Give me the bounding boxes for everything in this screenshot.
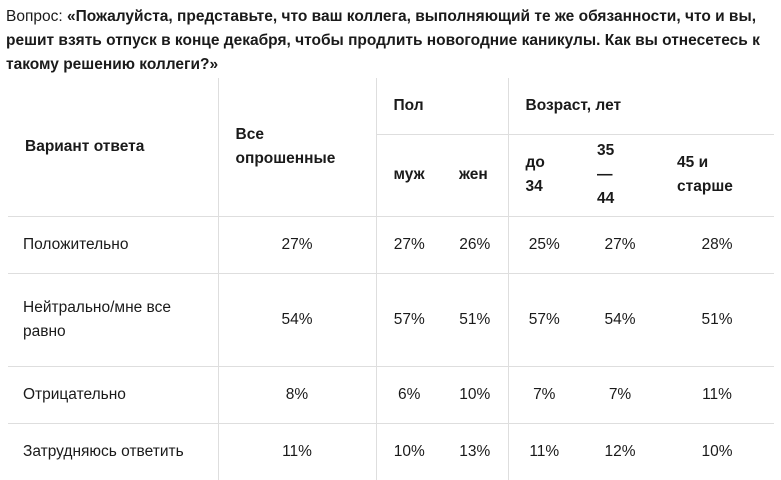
survey-question: Вопрос: «Пожалуйста, представьте, что ва… [6, 5, 776, 77]
cell-female: 13% [459, 442, 491, 460]
header-all: Все опрошенные [217, 78, 376, 217]
cell-age-2: 7% [580, 366, 661, 424]
header-group-age: Возраст, лет [507, 78, 775, 135]
cell-male: 6% [375, 366, 442, 424]
cell-female: 51% [442, 273, 509, 367]
cell-male: 27% [375, 216, 442, 274]
cell-female: 10% [442, 366, 509, 424]
table-row: Отрицательно 8% 6% 10% 7% 7% 11% [8, 366, 775, 424]
row-label: Отрицательно [8, 366, 218, 424]
cell-all: 27% [217, 216, 376, 274]
header-female: жен [442, 134, 509, 217]
question-text: «Пожалуйста, представьте, что ваш коллег… [6, 8, 760, 73]
cell-age-1: 11% [507, 423, 581, 480]
cell-age-1: 57% [507, 273, 581, 367]
cell-age-2: 12% [604, 442, 636, 460]
row-label: Затрудняюсь ответить [23, 442, 184, 460]
header-row-groups: Вариант ответа Все опрошенные Пол Возрас… [8, 78, 775, 217]
header-answer: Вариант ответа [8, 78, 218, 217]
row-label: Нейтрально/мне все равно [8, 273, 218, 367]
table-row: Нейтрально/мне все равно 54% 57% 51% 57%… [8, 273, 775, 367]
cell-age-2: 27% [580, 216, 661, 274]
cell-age-3: 51% [660, 273, 775, 367]
cell-female: 26% [442, 216, 509, 274]
cell-age-3: 10% [701, 442, 733, 460]
header-age-3: 45 и старше [660, 134, 775, 217]
question-prefix: Вопрос: [6, 8, 67, 25]
cell-age-3: 11% [660, 366, 775, 424]
header-male: муж [375, 134, 442, 217]
header-age-2: 35—44 [580, 134, 661, 217]
cell-age-1: 7% [507, 366, 581, 424]
cell-all: 8% [217, 366, 376, 424]
table-row: Затрудняюсь ответить 11% 10% 13% 11% 12%… [8, 423, 774, 480]
header-row-subgroups: муж жен до 34 35—44 45 и старше [8, 134, 775, 217]
header-age-1: до 34 [507, 134, 581, 217]
cell-male: 10% [375, 423, 442, 480]
cell-age-1: 25% [507, 216, 581, 274]
cell-age-3: 28% [660, 216, 775, 274]
results-table: Вариант ответа Все опрошенные Пол Возрас… [8, 78, 775, 480]
row-label: Положительно [8, 216, 218, 274]
table-row: Положительно 27% 27% 26% 25% 27% 28% [8, 216, 775, 274]
cell-all: 11% [217, 423, 376, 480]
cell-all: 54% [217, 273, 376, 367]
cell-age-2: 54% [580, 273, 661, 367]
cell-male: 57% [375, 273, 442, 367]
header-group-sex: Пол [375, 78, 509, 135]
